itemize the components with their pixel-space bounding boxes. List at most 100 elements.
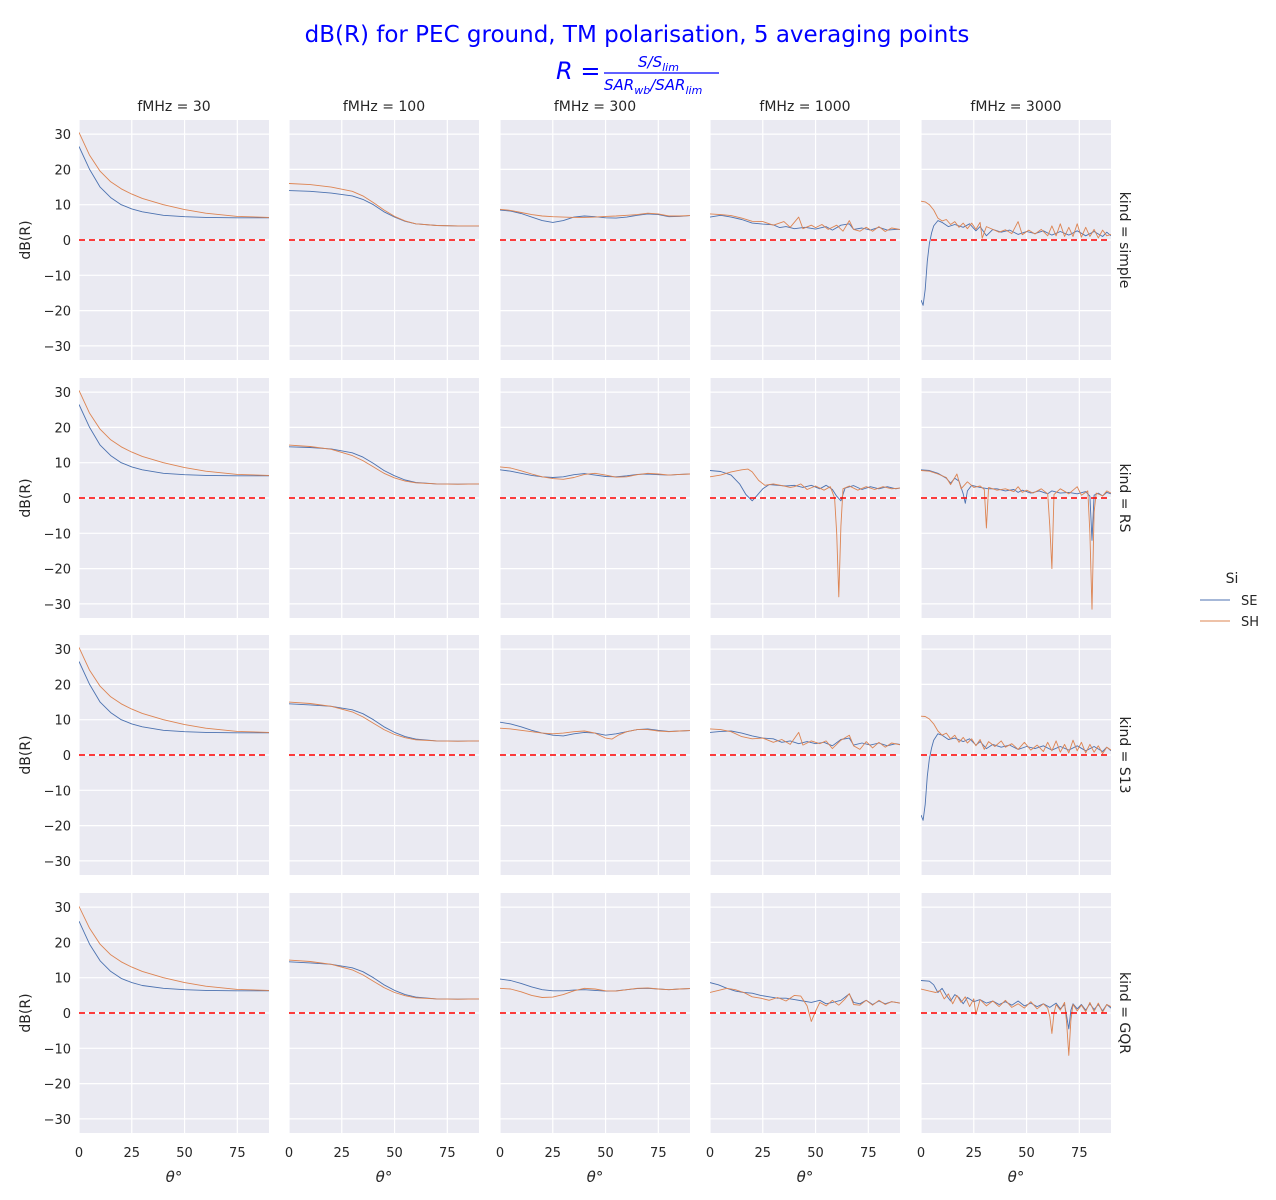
y-tick-label: 20 <box>54 421 71 436</box>
row-title: kind = S13 <box>1116 716 1132 793</box>
series-line-se <box>921 220 1111 306</box>
series-line-sh <box>710 728 900 750</box>
column-title: fMHz = 300 <box>554 99 636 115</box>
series-line-sh <box>289 959 479 1000</box>
y-tick-label: 0 <box>63 234 71 249</box>
series-line-sh <box>921 988 1111 1056</box>
facet-grid: −30 −20 −10 0 10 20 30 dB(R) fMHz = 30 fMHz = 100… <box>18 99 1132 1186</box>
series-line-se <box>710 730 900 747</box>
x-axis-label: θ° <box>797 1168 814 1186</box>
y-tick-label: 30 <box>54 901 71 916</box>
series-line-sh <box>79 390 269 476</box>
y-axis-label: dB(R) <box>18 220 34 259</box>
x-tick-label: 50 <box>176 1146 193 1161</box>
legend-label-se: SE <box>1241 594 1257 609</box>
x-tick-label: 50 <box>1018 1146 1035 1161</box>
y-tick-label: 10 <box>54 714 71 729</box>
y-tick-label: −30 <box>44 340 71 355</box>
series-line-sh <box>710 468 900 598</box>
facet-panel-r3-c1: 0 25 50 75 θ° <box>285 893 479 1186</box>
legend-label-sh: SH <box>1241 615 1259 630</box>
x-tick-label: 75 <box>439 1146 456 1161</box>
series-line-sh <box>921 200 1111 239</box>
series-line-se <box>79 921 269 992</box>
series-line-se <box>79 404 269 477</box>
facet-panel-r2-c0: −30 −20 −10 0 10 20 30 dB(R) <box>18 635 269 875</box>
y-axis-label: dB(R) <box>18 735 34 774</box>
y-tick-label: 20 <box>54 678 71 693</box>
series-line-sh <box>500 208 690 218</box>
y-tick-label: 10 <box>54 457 71 472</box>
facet-panel-r2-c2 <box>499 635 690 875</box>
legend: Si SE SH <box>1200 571 1259 630</box>
series-line-sh <box>921 470 1111 610</box>
formula: R = S/Slim SARwb/SARlim <box>556 53 719 97</box>
facet-panel-r0-c2: fMHz = 300 <box>499 99 690 360</box>
series-line-sh <box>79 647 269 733</box>
x-tick-label: 25 <box>334 1146 351 1161</box>
formula-denominator: SARwb/SARlim <box>604 76 702 97</box>
row-title: kind = GQR <box>1116 972 1132 1054</box>
y-tick-label: 30 <box>54 643 71 658</box>
y-tick-label: −20 <box>44 563 71 578</box>
facet-panel-r1-c0: −30 −20 −10 0 10 20 30 dB(R) <box>18 378 269 618</box>
y-tick-label: −30 <box>44 598 71 613</box>
x-tick-label: 75 <box>229 1146 246 1161</box>
series-line-sh <box>500 466 690 480</box>
row-title: kind = RS <box>1116 463 1132 532</box>
x-axis-label: θ° <box>587 1168 604 1186</box>
facet-panel-r3-c3: 0 25 50 75 θ° <box>706 893 900 1186</box>
y-tick-label: 0 <box>63 1007 71 1022</box>
column-title: fMHz = 3000 <box>970 99 1061 115</box>
series-line-se <box>921 469 1111 541</box>
x-tick-label: 0 <box>706 1146 714 1161</box>
series-line-se <box>79 661 269 734</box>
x-tick-label: 50 <box>807 1146 824 1161</box>
x-tick-label: 0 <box>917 1146 925 1161</box>
series-line-se <box>710 214 900 231</box>
series-line-sh <box>500 987 690 998</box>
x-tick-label: 75 <box>860 1146 877 1161</box>
series-line-sh <box>289 183 479 227</box>
series-line-sh <box>500 727 690 740</box>
column-title: fMHz = 1000 <box>759 99 850 115</box>
y-tick-label: −10 <box>44 527 71 542</box>
y-tick-label: −10 <box>44 784 71 799</box>
formula-lhs: R = <box>556 57 600 85</box>
y-tick-label: 30 <box>54 386 71 401</box>
x-tick-label: 0 <box>75 1146 83 1161</box>
y-tick-label: −20 <box>44 820 71 835</box>
y-tick-label: 10 <box>54 199 71 214</box>
facet-panel-r2-c3 <box>709 635 900 875</box>
series-line-se <box>710 982 900 1005</box>
y-tick-label: −30 <box>44 1113 71 1128</box>
y-tick-label: 20 <box>54 936 71 951</box>
y-tick-label: 0 <box>63 749 71 764</box>
x-tick-label: 75 <box>1071 1146 1088 1161</box>
x-tick-label: 50 <box>386 1146 403 1161</box>
x-tick-label: 25 <box>124 1146 141 1161</box>
series-line-sh <box>79 906 269 991</box>
facet-panel-r3-c4: kind = GQR 0 25 50 75 θ° <box>917 893 1132 1186</box>
x-tick-label: 50 <box>597 1146 614 1161</box>
x-tick-label: 0 <box>285 1146 293 1161</box>
series-line-sh <box>710 987 900 1022</box>
column-title: fMHz = 30 <box>137 99 210 115</box>
facet-panel-r2-c4: kind = S13 <box>920 635 1132 875</box>
y-axis-label: dB(R) <box>18 478 34 517</box>
figure-title: dB(R) for PEC ground, TM polarisation, 5… <box>305 22 970 48</box>
x-tick-label: 25 <box>755 1146 772 1161</box>
facet-panel-r0-c4: fMHz = 3000 kind = simple <box>920 99 1132 360</box>
series-line-sh <box>289 444 479 485</box>
series-line-sh <box>921 715 1111 755</box>
facet-panel-r1-c1 <box>288 378 479 618</box>
x-axis-label: θ° <box>166 1168 183 1186</box>
y-tick-label: 30 <box>54 128 71 143</box>
facet-panel-r3-c2: 0 25 50 75 θ° <box>496 893 690 1186</box>
facet-panel-r0-c3: fMHz = 1000 <box>709 99 900 360</box>
column-title: fMHz = 100 <box>343 99 425 115</box>
facet-panel-r1-c4: kind = RS <box>920 378 1132 618</box>
y-axis-label: dB(R) <box>18 993 34 1032</box>
row-title: kind = simple <box>1116 192 1132 289</box>
